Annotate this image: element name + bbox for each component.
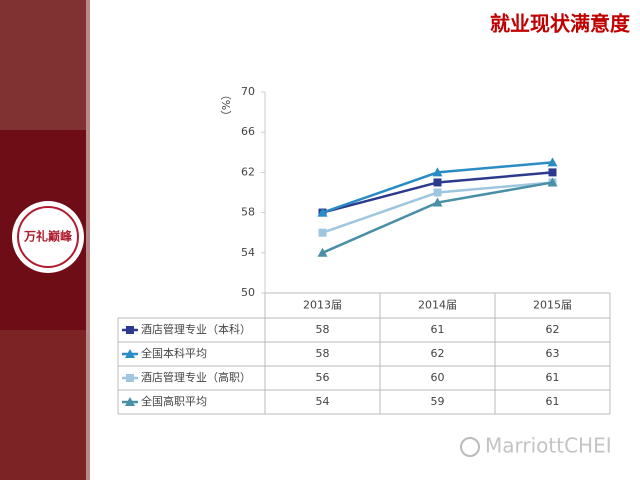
side-photo <box>0 0 86 130</box>
legend-label: 酒店管理专业（高职） <box>141 370 251 384</box>
table-value: 58 <box>316 323 330 336</box>
y-tick-label: 54 <box>241 246 255 259</box>
point <box>317 207 328 217</box>
legend-swatch-marker <box>125 397 135 406</box>
y-tick-label: 70 <box>241 85 255 98</box>
logo-text: 万礼巅峰 <box>23 229 73 244</box>
point <box>547 177 558 187</box>
legend-swatch-marker <box>126 326 134 334</box>
y-axis-label: （%） <box>219 89 232 121</box>
table-value: 61 <box>546 395 560 408</box>
legend-label: 全国本科平均 <box>141 346 207 360</box>
watermark: MarriottCHEI <box>485 434 612 458</box>
side-photo <box>0 330 86 480</box>
table-value: 59 <box>431 395 445 408</box>
point <box>317 247 328 257</box>
logo-ring <box>17 206 79 268</box>
legend-label: 酒店管理专业（本科） <box>141 322 251 336</box>
point <box>432 167 443 177</box>
table-value: 63 <box>546 347 560 360</box>
table-value: 54 <box>316 395 330 408</box>
table-value: 62 <box>546 323 560 336</box>
table-value: 61 <box>431 323 445 336</box>
y-tick-label: 58 <box>241 206 255 219</box>
table-value: 62 <box>431 347 445 360</box>
point <box>433 188 442 197</box>
chart-title: 就业现状满意度 <box>490 12 631 36</box>
y-tick-label: 66 <box>241 125 255 138</box>
table-value: 60 <box>431 371 445 384</box>
y-tick-label: 62 <box>241 165 255 178</box>
point <box>318 228 327 237</box>
table-value: 58 <box>316 347 330 360</box>
legend-swatch-marker <box>125 349 135 358</box>
point <box>548 168 557 177</box>
point <box>547 157 558 167</box>
x-tick-label: 2014届 <box>418 299 457 312</box>
y-tick-label: 50 <box>241 286 255 299</box>
side-border <box>86 0 90 480</box>
x-tick-label: 2013届 <box>303 299 342 312</box>
point <box>433 178 442 187</box>
legend-swatch-marker <box>126 374 134 382</box>
table-value: 56 <box>316 371 330 384</box>
table-value: 61 <box>546 371 560 384</box>
watermark-icon <box>460 437 480 457</box>
logo-circle <box>12 201 84 273</box>
legend-label: 全国高职平均 <box>141 394 207 408</box>
point <box>432 197 443 207</box>
x-tick-label: 2015届 <box>533 299 572 312</box>
